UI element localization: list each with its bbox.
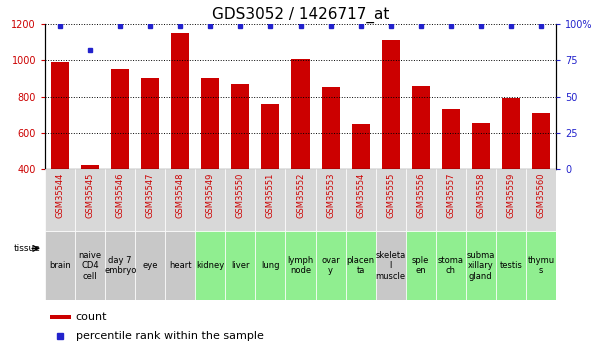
Bar: [50, 315, 71, 319]
Text: GSM35548: GSM35548: [176, 172, 185, 218]
Bar: [261, 105, 279, 169]
Bar: [466, 231, 496, 300]
Text: GSM35553: GSM35553: [326, 172, 335, 218]
Bar: [376, 231, 406, 300]
Bar: [165, 169, 195, 231]
Text: liver: liver: [231, 261, 249, 270]
Bar: [105, 169, 135, 231]
Bar: [532, 112, 550, 169]
Text: testis: testis: [499, 261, 522, 270]
Bar: [496, 169, 526, 231]
Text: sple
en: sple en: [412, 256, 429, 275]
Text: GSM35556: GSM35556: [416, 172, 425, 218]
Bar: [322, 87, 340, 169]
Bar: [51, 62, 69, 169]
Bar: [45, 169, 75, 231]
Bar: [75, 231, 105, 300]
Text: GSM35560: GSM35560: [537, 172, 545, 218]
Bar: [526, 231, 556, 300]
Text: GSM35554: GSM35554: [356, 172, 365, 218]
Text: day 7
embryо: day 7 embryо: [104, 256, 136, 275]
Bar: [502, 98, 520, 169]
Bar: [406, 169, 436, 231]
Text: GSM35558: GSM35558: [477, 172, 485, 218]
Bar: [231, 84, 249, 169]
Text: naive
CD4
cell: naive CD4 cell: [79, 251, 102, 280]
Bar: [225, 169, 255, 231]
Text: GSM35552: GSM35552: [296, 172, 305, 218]
Text: GSM35555: GSM35555: [386, 172, 395, 218]
Text: GSM35550: GSM35550: [236, 172, 245, 218]
Bar: [436, 169, 466, 231]
Text: GSM35547: GSM35547: [146, 172, 154, 218]
Text: stoma
ch: stoma ch: [438, 256, 464, 275]
Bar: [75, 169, 105, 231]
Text: GSM35557: GSM35557: [447, 172, 455, 218]
Bar: [105, 231, 135, 300]
Text: GSM35545: GSM35545: [86, 172, 94, 218]
Bar: [255, 231, 285, 300]
Bar: [285, 231, 316, 300]
Text: placen
ta: placen ta: [347, 256, 374, 275]
Text: percentile rank within the sample: percentile rank within the sample: [76, 331, 264, 341]
Bar: [472, 123, 490, 169]
Text: kidney: kidney: [196, 261, 225, 270]
Text: heart: heart: [169, 261, 192, 270]
Text: GSM35544: GSM35544: [56, 172, 64, 218]
Bar: [81, 165, 99, 169]
Bar: [496, 231, 526, 300]
Bar: [195, 169, 225, 231]
Text: ovar
y: ovar y: [321, 256, 340, 275]
Bar: [346, 169, 376, 231]
Bar: [346, 231, 376, 300]
Bar: [352, 124, 370, 169]
Text: GSM35546: GSM35546: [116, 172, 124, 218]
Text: eye: eye: [142, 261, 158, 270]
Text: lymph
node: lymph node: [287, 256, 314, 275]
Text: subma
xillary
gland: subma xillary gland: [466, 251, 495, 280]
Bar: [526, 169, 556, 231]
Bar: [111, 69, 129, 169]
Bar: [376, 169, 406, 231]
Bar: [225, 231, 255, 300]
Bar: [316, 169, 346, 231]
Bar: [382, 40, 400, 169]
Bar: [135, 169, 165, 231]
Bar: [195, 231, 225, 300]
Bar: [412, 86, 430, 169]
Text: lung: lung: [261, 261, 279, 270]
Bar: [135, 231, 165, 300]
Bar: [141, 79, 159, 169]
Text: count: count: [76, 312, 107, 322]
Title: GDS3052 / 1426717_at: GDS3052 / 1426717_at: [212, 7, 389, 23]
Bar: [436, 231, 466, 300]
Bar: [442, 109, 460, 169]
Bar: [291, 59, 310, 169]
Text: tissue: tissue: [13, 244, 40, 253]
Bar: [45, 231, 75, 300]
Bar: [406, 231, 436, 300]
Bar: [255, 169, 285, 231]
Text: GSM35551: GSM35551: [266, 172, 275, 218]
Text: brain: brain: [49, 261, 71, 270]
Text: GSM35549: GSM35549: [206, 172, 215, 218]
Bar: [285, 169, 316, 231]
Bar: [165, 231, 195, 300]
Text: GSM35559: GSM35559: [507, 172, 515, 218]
Bar: [201, 78, 219, 169]
Bar: [466, 169, 496, 231]
Text: skeleta
l
muscle: skeleta l muscle: [376, 251, 406, 280]
Bar: [171, 33, 189, 169]
Text: thymu
s: thymu s: [527, 256, 555, 275]
Bar: [316, 231, 346, 300]
